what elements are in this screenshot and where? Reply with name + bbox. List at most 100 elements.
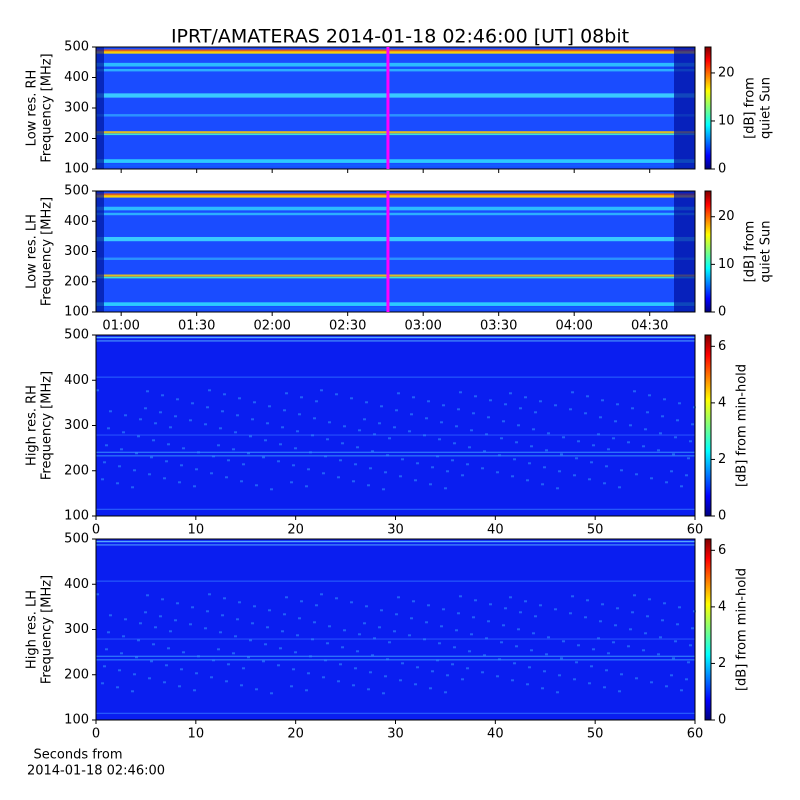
y-axis-label: Frequency [MHz] (40, 53, 55, 162)
spectrogram-speck (526, 479, 529, 482)
spectrogram-speck (298, 617, 301, 620)
y-axis-label: Low res. RH (25, 70, 40, 147)
spectrogram-speck (191, 402, 194, 405)
spectrogram-band (96, 580, 695, 582)
spectrogram-speck (236, 414, 239, 417)
spectrogram-speck (313, 621, 316, 624)
spectrogram-edge (96, 47, 104, 169)
spectrogram-speck (687, 457, 690, 460)
spectrogram-speck (483, 654, 486, 657)
spectrogram-speck (373, 433, 376, 436)
spectrogram-speck (146, 390, 149, 393)
spectrogram-speck (457, 408, 460, 411)
spectrogram-speck (328, 421, 331, 424)
spectrogram-speck (251, 622, 254, 625)
spectrogram-speck (105, 648, 108, 651)
spectrogram-speck (472, 616, 475, 619)
spectrogram-speck (401, 662, 404, 665)
spectrogram-band (96, 307, 695, 310)
x-tick-label: 50 (587, 727, 604, 742)
x-tick-label: 0 (92, 727, 100, 742)
spectrogram-speck (650, 681, 653, 684)
spectrogram-speck (341, 442, 344, 445)
spectrogram-speck (646, 411, 649, 414)
spectrogram-speck (457, 612, 460, 615)
spectrogram-speck (118, 465, 121, 468)
spectrogram-edge (674, 47, 695, 169)
spectrogram-speck (135, 656, 138, 659)
spectrogram-speck (296, 430, 299, 433)
spectrogram (96, 539, 695, 720)
spectrogram-speck (423, 638, 426, 641)
spectrogram-speck (599, 620, 602, 623)
spectrogram-speck (425, 621, 428, 624)
spectrogram-speck (575, 661, 578, 664)
spectrogram-speck (474, 395, 477, 398)
spectrogram-speck (629, 424, 632, 427)
spectrogram-speck (657, 653, 660, 656)
spectrogram-speck (569, 612, 572, 615)
spectrogram-speck (365, 401, 368, 404)
spectrogram-speck (105, 444, 108, 447)
spectrogram-speck (461, 678, 464, 681)
spectrogram-speck (500, 437, 503, 440)
spectrogram-speck (509, 596, 512, 599)
spectrogram-speck (208, 389, 211, 392)
spectrogram-speck (468, 650, 471, 653)
spectrogram-speck (322, 676, 325, 679)
spectrogram-speck (223, 597, 226, 600)
spectrogram-speck (281, 426, 284, 429)
spectrogram-speck (691, 627, 694, 630)
spectrogram-speck (489, 399, 492, 402)
spectrogram-speck (365, 605, 368, 608)
spectrogram-speck (573, 678, 576, 681)
spectrogram-speck (290, 481, 293, 484)
spectrogram-speck (161, 394, 164, 397)
x-tick-label: 20 (287, 523, 304, 538)
colorbar-tick-label: 4 (718, 599, 726, 614)
spectrogram-speck (193, 689, 196, 692)
spectrogram-speck (176, 398, 179, 401)
spectrogram-band (96, 131, 695, 134)
spectrogram-speck (378, 422, 381, 425)
spectrogram-speck (167, 647, 170, 650)
spectrogram-speck (410, 413, 413, 416)
spectrogram-speck (642, 445, 645, 448)
spectrogram-speck (429, 483, 432, 486)
x-tick-label: 30 (387, 523, 404, 538)
spectrogram-speck (444, 487, 447, 490)
spectrogram-speck (124, 618, 127, 621)
spectrogram-speck (558, 674, 561, 677)
spectrogram-speck (386, 454, 389, 457)
spectrogram-speck (556, 487, 559, 490)
spectrogram-speck (292, 668, 295, 671)
spectrogram-speck (139, 622, 142, 625)
spectrogram-band (96, 712, 695, 714)
spectrogram-speck (279, 647, 282, 650)
spectrogram-speck (466, 667, 469, 670)
colorbar-label: quiet Sun (759, 220, 774, 282)
spectrogram-band (96, 68, 695, 72)
spectrogram-speck (397, 392, 400, 395)
spectrogram-speck (296, 634, 299, 637)
spectrogram-speck (603, 686, 606, 689)
spectrogram-speck (307, 468, 310, 471)
spectrogram-speck (294, 651, 297, 654)
spectrogram-speck (672, 453, 675, 456)
spectrogram-speck (262, 456, 265, 459)
spectrogram-speck (253, 401, 256, 404)
spectrogram-speck (670, 674, 673, 677)
spectrogram-speck (238, 397, 241, 400)
spectrogram-speck (397, 596, 400, 599)
spectrogram-speck (206, 406, 209, 409)
spectrogram-speck (605, 465, 608, 468)
x-tick-label: 10 (188, 523, 205, 538)
colorbar-tick-label: 2 (718, 656, 726, 671)
spectrogram-speck (253, 605, 256, 608)
spectrogram-band (96, 544, 695, 546)
spectrogram-speck (513, 662, 516, 665)
spectrogram-speck (315, 604, 318, 607)
spectrogram-speck (388, 641, 391, 644)
spectrogram-speck (670, 470, 673, 473)
spectrogram-speck (268, 609, 271, 612)
